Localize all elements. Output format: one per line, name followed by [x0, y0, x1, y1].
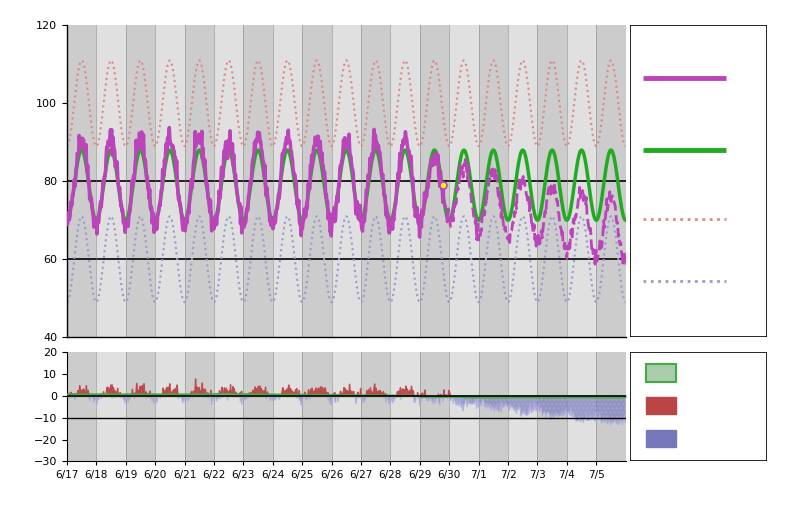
Bar	[567, 25, 597, 337]
Bar	[155, 352, 184, 461]
Bar	[597, 25, 626, 337]
Bar	[273, 352, 302, 461]
Bar	[478, 352, 508, 461]
Bar	[419, 352, 449, 461]
Bar	[390, 352, 419, 461]
Bar	[67, 352, 96, 461]
Bar	[302, 25, 331, 337]
Bar	[214, 352, 243, 461]
Bar	[184, 25, 214, 337]
Bar	[302, 352, 331, 461]
Bar	[508, 25, 538, 337]
Bar	[184, 352, 214, 461]
Bar	[478, 25, 508, 337]
Bar	[419, 25, 449, 337]
Bar	[273, 25, 302, 337]
Bar	[449, 352, 478, 461]
Bar	[538, 352, 567, 461]
Bar	[646, 365, 677, 382]
Bar	[243, 25, 273, 337]
Bar	[126, 25, 155, 337]
Bar	[331, 25, 361, 337]
Bar	[597, 352, 626, 461]
Bar	[96, 352, 126, 461]
Bar	[96, 25, 126, 337]
Bar	[361, 25, 390, 337]
Bar	[126, 352, 155, 461]
Bar	[538, 25, 567, 337]
Bar	[567, 352, 597, 461]
Bar	[646, 430, 677, 447]
Bar	[155, 25, 184, 337]
Bar	[361, 352, 390, 461]
Bar	[331, 352, 361, 461]
Bar	[646, 397, 677, 415]
Bar	[390, 25, 419, 337]
Bar	[243, 352, 273, 461]
Bar	[508, 352, 538, 461]
Bar	[449, 25, 478, 337]
Bar	[67, 25, 96, 337]
Bar	[214, 25, 243, 337]
